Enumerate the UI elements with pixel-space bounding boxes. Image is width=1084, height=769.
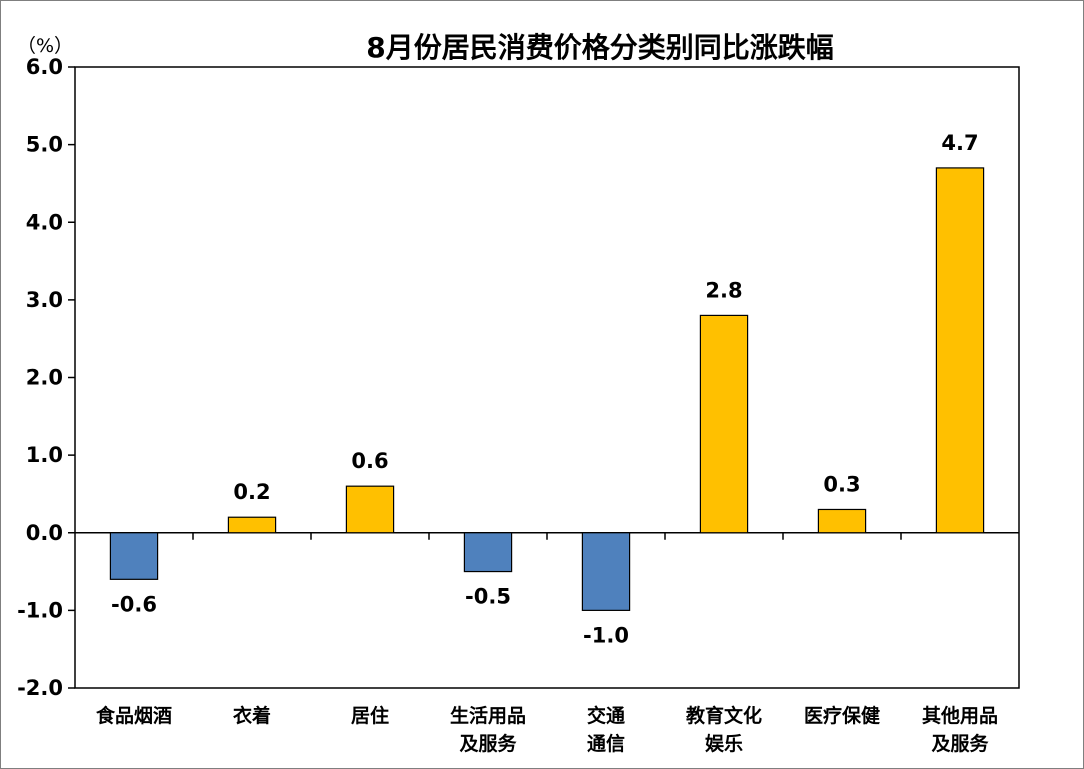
y-tick-label: -2.0 <box>17 676 63 700</box>
bar <box>817 508 867 534</box>
bar <box>227 516 277 534</box>
bar <box>345 485 395 534</box>
y-axis-unit-label: （%） <box>17 35 73 57</box>
bar <box>463 532 513 573</box>
data-label: 0.3 <box>823 472 860 496</box>
y-tick-label: 5.0 <box>26 133 63 157</box>
data-label: -0.6 <box>111 592 157 616</box>
x-category-label: 衣着 <box>233 704 271 727</box>
x-category-label: 食品烟酒 <box>96 704 172 727</box>
x-category-label: 交通 <box>587 704 626 727</box>
y-tick-label: 2.0 <box>26 366 63 390</box>
bar <box>109 532 159 580</box>
data-label: 4.7 <box>941 131 978 155</box>
x-category-label: 居住 <box>351 704 389 727</box>
data-label: 0.6 <box>351 449 388 473</box>
x-category-label: 通信 <box>587 732 625 755</box>
x-category-label: 其他用品 <box>922 704 998 727</box>
data-label: 0.2 <box>233 480 270 504</box>
x-category-label: 生活用品 <box>450 704 526 727</box>
data-label: -0.5 <box>465 585 511 609</box>
bar <box>581 532 631 611</box>
x-category-label: 医疗保健 <box>804 704 880 727</box>
plot-area <box>74 66 1020 689</box>
y-tick-label: 1.0 <box>26 443 63 467</box>
x-category-label: 及服务 <box>459 732 517 755</box>
data-label: 2.8 <box>705 278 742 302</box>
y-tick-label: -1.0 <box>17 598 63 622</box>
x-category-label: 教育文化 <box>686 704 762 727</box>
bar <box>935 167 985 534</box>
y-tick-label: 0.0 <box>26 521 63 545</box>
x-category-label: 娱乐 <box>705 732 743 755</box>
data-label: -1.0 <box>583 623 629 647</box>
y-tick-label: 4.0 <box>26 210 63 234</box>
y-tick-label: 6.0 <box>26 55 63 79</box>
y-tick-label: 3.0 <box>26 288 63 312</box>
x-category-label: 及服务 <box>931 732 989 755</box>
chart-title: 8月份居民消费价格分类别同比涨跌幅 <box>366 31 833 64</box>
bar <box>699 314 749 534</box>
